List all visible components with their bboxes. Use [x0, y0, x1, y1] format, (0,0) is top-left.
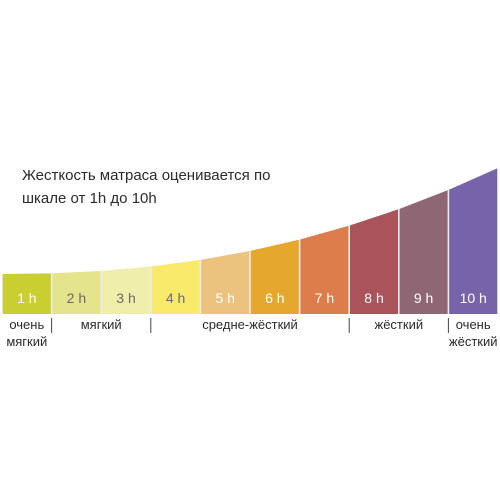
segment-8h	[350, 209, 398, 314]
segment-label-8h: 8 h	[364, 290, 383, 306]
hardness-segments: 1 h 2 h 3 h 4 h 5 h 6 h 7 h 8 h 9 h 10 h	[2, 168, 498, 314]
segment-9h	[399, 190, 448, 314]
segment-label-2h: 2 h	[67, 290, 86, 306]
segment-label-7h: 7 h	[315, 290, 334, 306]
segment-label-1h: 1 h	[17, 290, 36, 306]
heading-line-1: Жесткость матраса оценивается по	[22, 167, 270, 184]
category-label: очень	[456, 317, 491, 332]
segment-label-10h: 10 h	[460, 290, 487, 306]
category-label: жёсткий	[449, 334, 498, 349]
segment-3h	[102, 266, 150, 314]
category-label: очень	[9, 317, 44, 332]
category-label: мягкий	[6, 334, 47, 349]
segment-10h	[449, 168, 498, 314]
category-label: средне-жёсткий	[202, 317, 298, 332]
hardness-categories: очень мягкий мягкий средне-жёсткий жёсткий оч…	[6, 317, 497, 349]
segment-4h	[151, 260, 200, 314]
segment-2h	[52, 270, 101, 314]
segment-6h	[250, 239, 299, 314]
category-label: мягкий	[81, 317, 122, 332]
heading-line-2: шкале от 1h до 10h	[22, 190, 157, 207]
segment-5h	[201, 251, 250, 314]
segment-label-9h: 9 h	[414, 290, 433, 306]
segment-label-5h: 5 h	[215, 290, 234, 306]
segment-1h	[2, 273, 51, 314]
segment-label-6h: 6 h	[265, 290, 284, 306]
segment-label-4h: 4 h	[166, 290, 185, 306]
segment-label-3h: 3 h	[116, 290, 135, 306]
category-label: жёсткий	[375, 317, 424, 332]
segment-7h	[300, 225, 349, 314]
